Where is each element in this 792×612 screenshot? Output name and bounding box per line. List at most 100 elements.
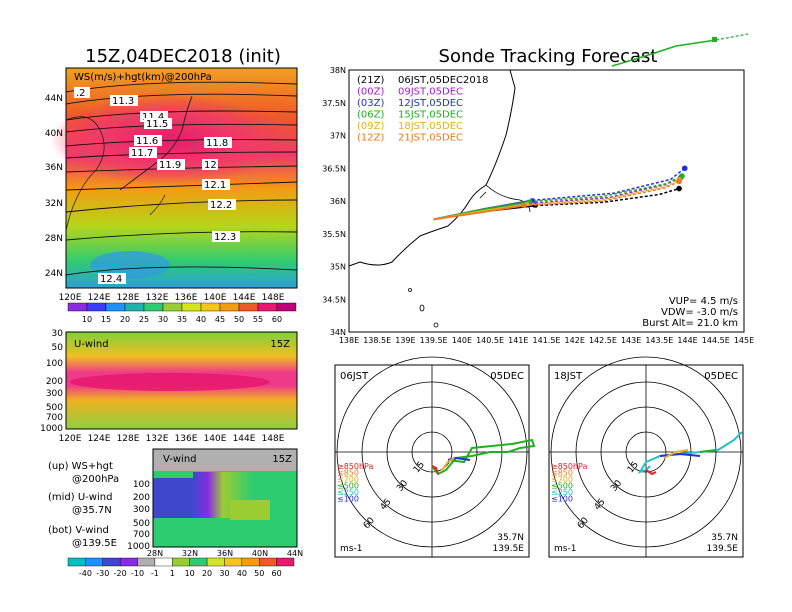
- map-lat-ticks: 44N 40N 36N 32N 28N 24N: [45, 94, 63, 279]
- colorbar-tick: 1: [170, 569, 175, 578]
- uwind-x-tick: 132E: [146, 434, 169, 444]
- track-endpoint: [676, 185, 682, 192]
- track-legend-time: 06JST,05DEC2018: [398, 75, 488, 86]
- uwind-y-tick: 30: [52, 329, 64, 339]
- hodo-level-label: ≤700: [551, 475, 573, 484]
- track-lon-tick: 141.5E: [533, 336, 561, 345]
- colorbar-tick: 30: [158, 315, 168, 324]
- hodo1-time: 06JST: [340, 371, 369, 382]
- colorbar-swatch: [189, 557, 208, 567]
- colorbar-tick: -40: [79, 569, 92, 578]
- vwind-time: 15Z: [272, 454, 292, 465]
- contour-label-box: [140, 111, 168, 122]
- contour-label: 11.9: [159, 160, 181, 171]
- vwind-y-tick: 300: [133, 505, 150, 515]
- uwind-y-tick: 700: [46, 413, 63, 423]
- track-lat-tick: 36.5N: [322, 164, 346, 173]
- track-endpoint: [681, 165, 688, 172]
- map-lon-tick: 136E: [175, 293, 198, 303]
- legend-note-line2: @200hPa: [72, 474, 119, 485]
- uwind-y-tick: 1000: [40, 424, 63, 434]
- track-legend-time: 21JST,05DEC: [398, 133, 463, 144]
- vwind-x-tick: 40N: [252, 549, 268, 558]
- uwind-y-tick: 200: [46, 377, 63, 387]
- track-lat-tick: 36N: [330, 197, 346, 206]
- colorbar-swatch: [172, 557, 190, 567]
- contour-label: 12.1: [204, 180, 226, 191]
- track-burst-marker: [521, 203, 526, 208]
- colorbar-tick: 60: [272, 569, 282, 578]
- track-lon-tick: 145E: [734, 336, 754, 345]
- track-lon-ticks: 138E 138.5E 139E 139.5E 140E 140.5E 141E 141.5E…: [339, 336, 754, 345]
- map-lon-tick: 124E: [88, 293, 111, 303]
- colorbar-tick: 35: [177, 315, 187, 324]
- track-legend-time: 15JST,05DEC: [398, 110, 463, 121]
- contour-label: .2: [76, 88, 86, 99]
- track-lat-ticks: 38N 37.5N 37N 36.5N 36N 35.5N 35N 34.5N 34N: [322, 66, 346, 337]
- contour-label-box: [204, 137, 232, 148]
- contour-label: 12.3: [214, 232, 236, 243]
- legend-note-line2: @139.5E: [72, 538, 117, 549]
- vwind-y-tick: 700: [133, 530, 150, 540]
- ws-colorbar: 10 15 20 25 30 35 40 45 50 55 60: [67, 302, 297, 324]
- track-lon-tick: 142E: [565, 336, 585, 345]
- track-legend-run: (12Z): [357, 133, 384, 144]
- track-lat-tick: 34N: [330, 328, 346, 337]
- colorbar-swatch: [276, 302, 297, 312]
- track-burst-marker: [533, 200, 538, 205]
- vwind-y-tick: 100: [133, 480, 150, 490]
- colorbar-tick: 40: [237, 569, 247, 578]
- contour-label: 11.7: [131, 148, 153, 159]
- colorbar-tick: -1: [151, 569, 159, 578]
- colorbar-swatch: [105, 302, 126, 312]
- contour-label-box: [74, 87, 90, 98]
- colorbar-tick: -10: [131, 569, 144, 578]
- map-contour-labels: .2 11.3 11.411.5 11.611.7 11.8 11.9 12 12.1 12.2…: [74, 87, 240, 285]
- hodo-level-label: ≤500: [337, 482, 359, 491]
- hodo-level-label: ≤850: [337, 469, 359, 478]
- hodo-level-label: ≥850hPa: [551, 462, 588, 471]
- uwind-x-ticks: 120E 124E 128E 132E 136E 140E 144E 148E: [59, 434, 285, 444]
- track-legend-time: 18JST,05DEC: [398, 121, 463, 132]
- contour-label-box: [202, 179, 230, 190]
- track-lon-tick: 138E: [339, 336, 359, 345]
- hodo-level-label: ≥850hPa: [337, 462, 374, 471]
- contour-label-box: [202, 159, 218, 170]
- map-lat-tick: 40N: [45, 129, 63, 139]
- colorbar-tick: -30: [96, 569, 109, 578]
- track-endpoint: [676, 178, 682, 185]
- contour-label: 12.2: [210, 200, 232, 211]
- uwind-x-tick: 148E: [262, 434, 285, 444]
- hodo-level-label: ≤850: [551, 469, 573, 478]
- uwind-x-tick: 120E: [59, 434, 82, 444]
- contour-label-box: [157, 159, 185, 170]
- map-lon-tick: 132E: [146, 293, 169, 303]
- map-lat-tick: 28N: [45, 234, 63, 244]
- track-lon-tick: 144.5E: [702, 336, 730, 345]
- colorbar-swatch: [124, 302, 145, 312]
- track-series-forecast: [523, 180, 680, 207]
- uwind-x-tick: 124E: [88, 434, 111, 444]
- colorbar-swatch: [143, 302, 164, 312]
- hodo1-unit: ms-1: [340, 544, 362, 554]
- contour-label-box: [208, 199, 236, 210]
- colorbar-swatch: [119, 557, 138, 567]
- track-lon-tick: 143.5E: [645, 336, 673, 345]
- hodo-level-label: ≤500: [551, 482, 573, 491]
- track-legend: (21Z) 06JST,05DEC2018 (00Z) 09JST,05DEC (03Z…: [357, 75, 488, 144]
- vwind-y-tick: 500: [133, 519, 150, 529]
- colorbar-tick: 50: [254, 569, 264, 578]
- colorbar-tick: 10: [185, 569, 195, 578]
- colorbar-tick: 30: [219, 569, 229, 578]
- track-series-forecast: [526, 179, 680, 206]
- hodo-level-label: ≤100: [551, 495, 573, 504]
- colorbar-tick: 20: [120, 315, 130, 324]
- track-legend-run: (21Z): [357, 75, 384, 86]
- colorbar-swatch: [206, 557, 225, 567]
- contour-label: 12.4: [100, 274, 122, 285]
- legend-note-line1: (up) WS+hgt: [48, 461, 113, 472]
- colorbar-tick: 55: [253, 315, 263, 324]
- track-lon-tick: 139.5E: [420, 336, 448, 345]
